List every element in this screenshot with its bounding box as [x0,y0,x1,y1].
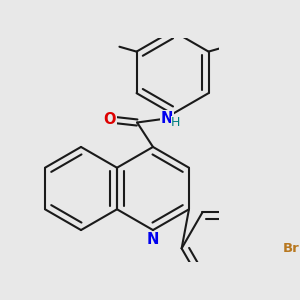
Text: Br: Br [283,242,299,255]
Text: H: H [171,116,180,129]
Text: N: N [147,232,159,247]
Text: O: O [103,112,116,127]
Text: N: N [161,111,173,126]
